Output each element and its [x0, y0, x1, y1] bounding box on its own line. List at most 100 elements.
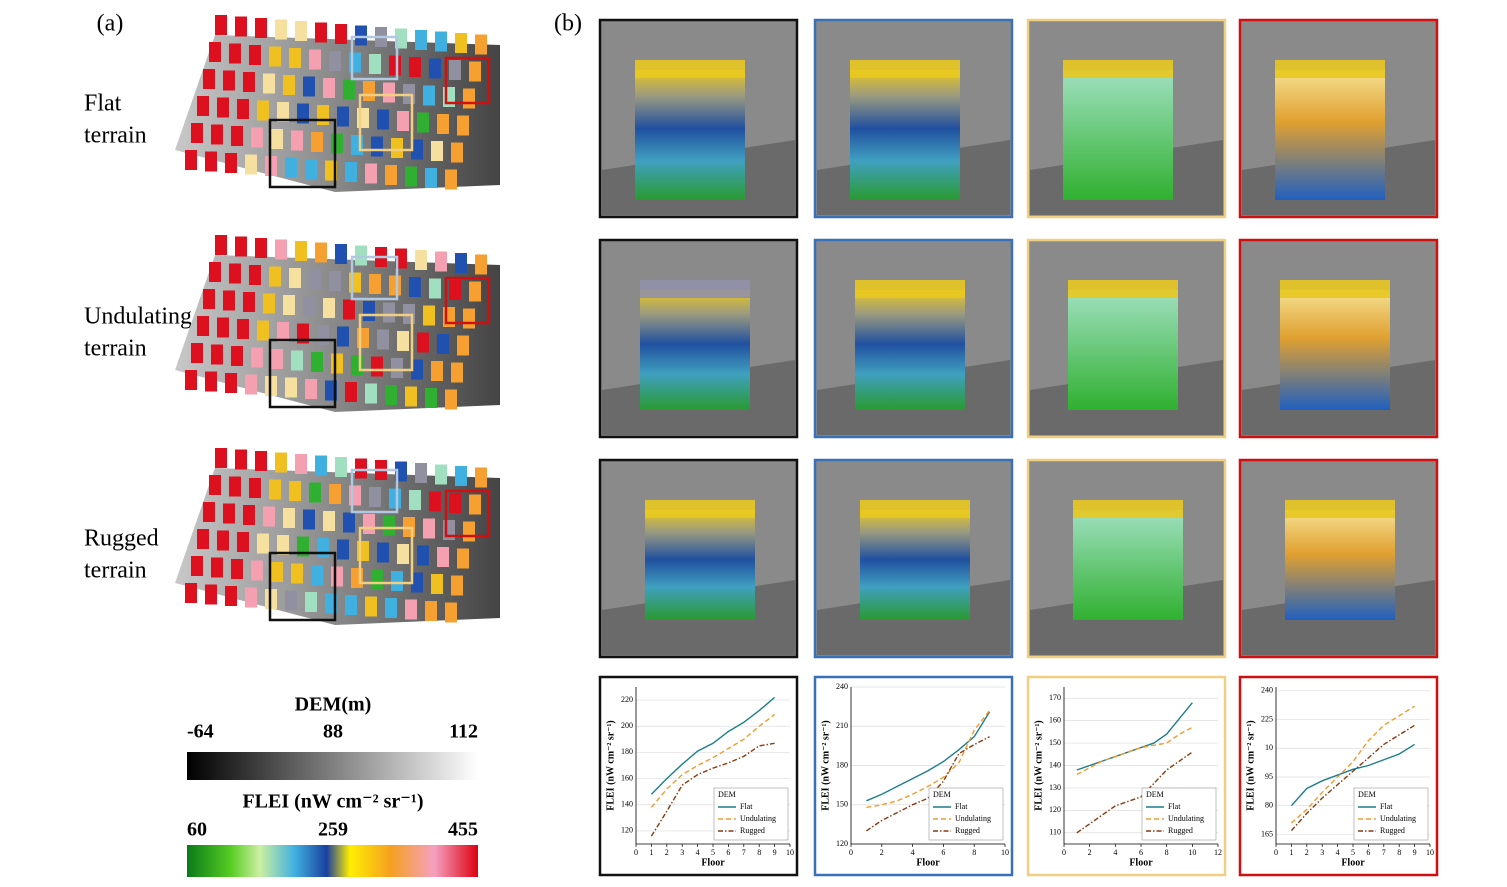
- y-tick-label: 170: [1049, 693, 1061, 702]
- building: [391, 358, 403, 378]
- roof: [1275, 60, 1385, 78]
- building: [355, 25, 367, 46]
- building: [289, 48, 301, 68]
- roof: [635, 60, 745, 78]
- building: [429, 278, 441, 299]
- building: [263, 506, 275, 527]
- building: [415, 463, 427, 483]
- building: [197, 316, 209, 336]
- building: [355, 458, 367, 479]
- building: [217, 317, 229, 338]
- building: [191, 556, 203, 576]
- colorbar-tick: -64: [187, 721, 214, 743]
- building: [223, 503, 235, 524]
- x-axis-label: Floor: [916, 857, 940, 868]
- highlight-frame: [444, 489, 491, 538]
- legend-label: Flat: [1380, 802, 1393, 811]
- building: [317, 538, 329, 558]
- building: [343, 79, 355, 100]
- row-label: terrain: [84, 558, 147, 584]
- building: [211, 124, 223, 145]
- building: [437, 547, 449, 567]
- building: [457, 335, 469, 356]
- building: [225, 153, 237, 173]
- x-tick-label: 1: [649, 848, 653, 857]
- highlight-frame: [358, 93, 414, 152]
- row-label: Undulating: [84, 304, 192, 330]
- building: [425, 168, 437, 188]
- building: [289, 481, 301, 501]
- building: [469, 494, 481, 515]
- building: [437, 114, 449, 134]
- x-tick-label: 5: [711, 848, 715, 857]
- building: [235, 236, 247, 257]
- building: [197, 96, 209, 116]
- building: [475, 254, 487, 275]
- x-tick-label: 0: [1062, 848, 1066, 857]
- building: [257, 320, 269, 341]
- building: [463, 308, 475, 329]
- legend-title: DEM: [933, 790, 951, 799]
- building: [860, 510, 970, 620]
- building: [297, 103, 309, 124]
- building: [383, 82, 395, 103]
- x-tick-label: 3: [680, 848, 684, 857]
- building: [397, 111, 409, 131]
- building: [365, 163, 377, 184]
- roof: [1280, 280, 1390, 298]
- y-tick-label: 240: [836, 682, 848, 691]
- legend-title: DEM: [1358, 790, 1376, 799]
- x-tick-label: 9: [773, 848, 777, 857]
- building: [409, 277, 421, 297]
- legend-label: Flat: [955, 802, 968, 811]
- building: [363, 81, 375, 101]
- y-tick-label: 220: [621, 695, 633, 704]
- legend-title: DEM: [1146, 790, 1164, 799]
- building: [385, 165, 397, 185]
- building: [249, 45, 261, 65]
- building: [225, 373, 237, 393]
- building: [369, 54, 381, 74]
- x-tick-label: 10: [786, 848, 794, 857]
- building: [331, 133, 343, 154]
- building: [257, 100, 269, 121]
- building: [285, 157, 297, 178]
- building: [263, 293, 275, 314]
- roof: [1285, 500, 1395, 518]
- building: [231, 346, 243, 366]
- building: [435, 251, 447, 272]
- building: [231, 559, 243, 579]
- highlight-frame: [358, 526, 414, 585]
- building: [415, 30, 427, 50]
- building: [365, 596, 377, 617]
- building: [411, 572, 423, 593]
- x-tick-label: 10: [1188, 848, 1196, 857]
- building: [269, 479, 281, 500]
- legend-label: Rugged: [740, 826, 765, 835]
- roof: [855, 280, 965, 298]
- building: [305, 379, 317, 399]
- building: [209, 42, 221, 62]
- building: [255, 238, 267, 258]
- building: [455, 253, 467, 273]
- building: [257, 533, 269, 554]
- colorbar-tick: 88: [323, 721, 343, 743]
- building: [335, 24, 347, 44]
- building: [363, 301, 375, 321]
- building: [449, 493, 461, 513]
- building: [355, 245, 367, 266]
- x-tick-label: 12: [1214, 848, 1222, 857]
- building: [369, 487, 381, 507]
- y-axis-label: FLEI (nW cm⁻² sr⁻¹): [1245, 720, 1256, 811]
- building: [431, 574, 443, 594]
- building: [291, 563, 303, 584]
- building: [229, 476, 241, 497]
- roof: [1073, 500, 1183, 518]
- building: [383, 515, 395, 536]
- colorbar-title: FLEI (nW cm⁻² sr⁻¹): [242, 791, 423, 813]
- building: [409, 57, 421, 77]
- building: [445, 169, 457, 190]
- x-tick-label: 3: [1320, 848, 1324, 857]
